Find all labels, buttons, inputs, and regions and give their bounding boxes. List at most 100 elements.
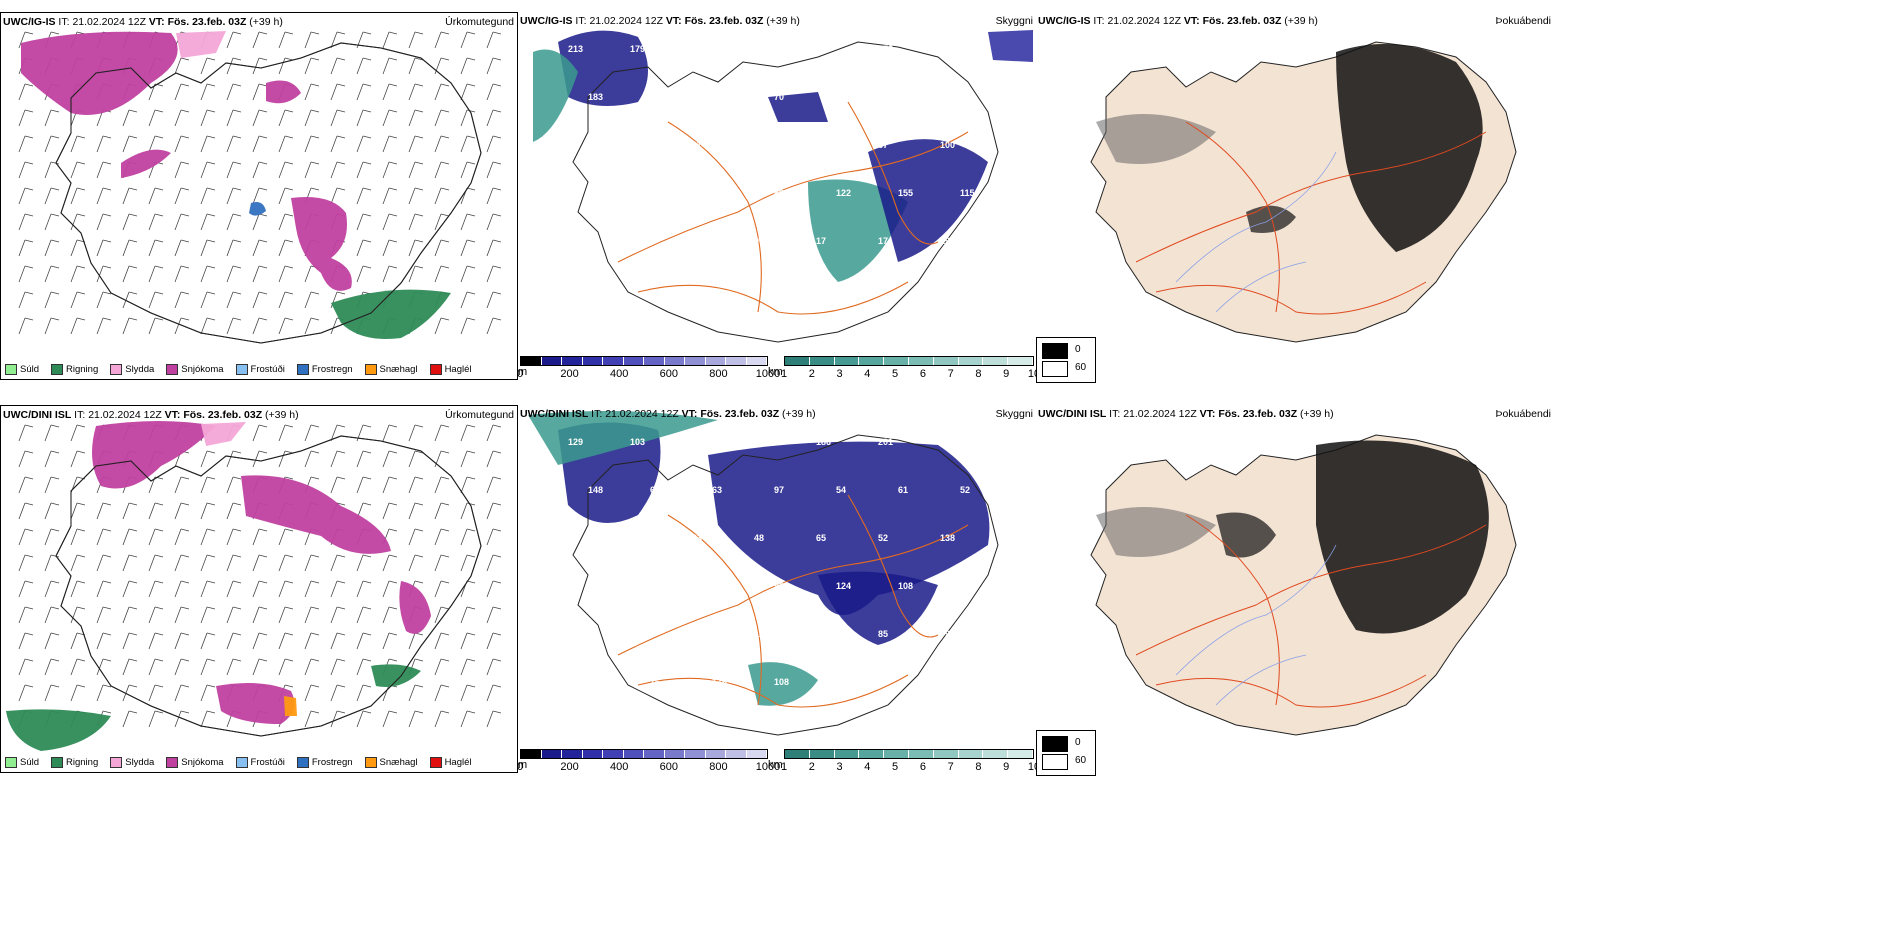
legend-label: Frostúði <box>250 364 285 375</box>
visibility-value: 140 <box>692 437 707 447</box>
colorbar-tick: 6 <box>919 368 926 380</box>
visibility-value: 129 <box>568 437 583 447</box>
legend-item: Snjókoma <box>166 364 224 375</box>
precip-legend: Súld Rigning Slydda Snjókoma Frostúði Frostre… <box>5 757 480 768</box>
legend-swatch <box>364 364 377 375</box>
panel-title: UWC/IG-IS IT: 21.02.2024 12Z VT: Fös. 23… <box>1038 15 1318 27</box>
colorbar-tick: 1 <box>780 368 788 380</box>
colorbar-tick: 10 <box>1027 761 1036 773</box>
visibility-value: 183 <box>588 92 603 102</box>
visibility-value: 70 <box>774 92 784 102</box>
legend-item: Frostúði <box>235 757 285 768</box>
legend-label: Frostregn <box>311 364 353 375</box>
colorbar-tick: 8 <box>975 368 982 380</box>
colorbar-tick: 4 <box>864 761 871 773</box>
legend-label: Snjókoma <box>181 757 224 768</box>
precip-panel-bottom: UWC/DINI ISL IT: 21.02.2024 12Z VT: Fös.… <box>0 405 518 773</box>
legend-swatch <box>296 364 309 375</box>
colorbar-tick: 600 <box>659 761 678 773</box>
fog-legend-top: 0 60 <box>1036 337 1096 383</box>
legend-item: Snæhagl <box>364 364 418 375</box>
colorbar-tick: 400 <box>610 368 629 380</box>
variable-name: Úrkomutegund <box>445 16 514 28</box>
colorbar-tick: 1000 <box>755 368 781 380</box>
legend-item: Rigning <box>51 364 98 375</box>
legend-item: Haglél <box>429 364 472 375</box>
visibility-value: 17 <box>878 236 888 246</box>
legend-label: Rigning <box>66 757 99 768</box>
legend-label: Slydda <box>125 757 155 768</box>
variable-name: Skyggni <box>995 15 1033 27</box>
visibility-value: 90 <box>774 581 784 591</box>
legend-label: Súld <box>20 757 40 768</box>
visibility-value: 148 <box>588 485 603 495</box>
fog-map <box>1090 41 1517 343</box>
colorbar-tick: 9 <box>1003 368 1010 380</box>
visibility-value: 64 <box>650 485 660 495</box>
colorbar-tick: 3 <box>836 761 843 773</box>
visibility-value: 505 <box>940 44 955 54</box>
colorbar-tick: 1000 <box>755 761 781 773</box>
visibility-value: 54 <box>836 485 846 495</box>
visibility-value: 131 <box>712 581 727 591</box>
visibility-value: 117 <box>630 629 645 639</box>
visibility-value: 179 <box>630 44 645 54</box>
legend-swatch <box>166 757 179 768</box>
variable-name: Skyggni <box>995 408 1033 420</box>
visibility-value: 201 <box>878 437 893 447</box>
visibility-value: 78 <box>816 629 826 639</box>
legend-item: Súld <box>5 364 39 375</box>
visibility-value: 58 <box>568 533 578 543</box>
legend-label: Frostúði <box>250 757 285 768</box>
colorbar-tick: 6 <box>919 761 926 773</box>
fog-legend-bottom: 0 60 <box>1036 730 1096 776</box>
colorbar-tick: 200 <box>560 761 579 773</box>
panel-title: UWC/IG-IS IT: 21.02.2024 12Z VT: Fös. 23… <box>520 15 800 27</box>
precip-map <box>18 31 502 344</box>
colorbar-tick: 9 <box>1003 761 1010 773</box>
visibility-value: 213 <box>568 44 583 54</box>
colorbar-tick: 200 <box>560 368 579 380</box>
colorbar-tick: 7 <box>947 761 954 773</box>
visibility-value: 87 <box>878 140 888 150</box>
visibility-value: 155 <box>960 581 975 591</box>
colorbar-tick: 2 <box>808 368 815 380</box>
precip-panel-top: UWC/IG-IS IT: 21.02.2024 12Z VT: Fös. 23… <box>0 12 518 380</box>
visibility-value: 105 <box>754 44 769 54</box>
visibility-value: 158 <box>568 629 583 639</box>
visibility-map: 213 179 152 105 427 178 505 183 69 201 70 86 158 113 8… <box>533 30 1033 343</box>
colorbar-tick: 4 <box>864 368 871 380</box>
visibility-value: 103 <box>630 437 645 447</box>
panel-title: UWC/DINI ISL IT: 21.02.2024 12Z VT: Fös.… <box>1038 408 1334 420</box>
legend-swatch <box>51 757 64 768</box>
legend-swatch <box>5 364 17 375</box>
variable-name: Úrkomutegund <box>445 409 514 421</box>
visibility-value: 52 <box>878 533 888 543</box>
legend-item: Rigning <box>51 757 98 768</box>
ceiling-colorbar: m 0 200 400 600 800 1000 <box>518 356 780 380</box>
visibility-value: 144 <box>940 437 955 447</box>
visibility-value: 158 <box>898 92 913 102</box>
visibility-value: 86 <box>836 92 846 102</box>
visibility-value: 122 <box>836 188 851 198</box>
visibility-colorbar: km 12345678910 <box>768 356 1036 380</box>
legend-item: Slydda <box>110 364 154 375</box>
visibility-value: 96 <box>754 236 764 246</box>
visibility-value: 65 <box>816 533 826 543</box>
legend-label: Haglél <box>444 364 472 375</box>
fog-panel-top: UWC/IG-IS IT: 21.02.2024 12Z VT: Fös. 23… <box>1036 12 1554 380</box>
legend-item: Frostregn <box>296 364 353 375</box>
visibility-value: 139 <box>630 140 645 150</box>
visibility-map: 129 103 140 83 186 201 144 148 64 63 97 54 61 52 58 61 6… <box>528 411 999 736</box>
legend-swatch <box>51 364 64 375</box>
visibility-value: 86 <box>816 140 826 150</box>
legend-item: Frostúði <box>235 364 285 375</box>
precip-legend: Súld Rigning Slydda Snjókoma Frostúði Frostre… <box>5 364 480 375</box>
visibility-value: 10 <box>588 188 598 198</box>
visibility-value: 79 <box>940 629 950 639</box>
colorbar-tick: 1 <box>780 761 788 773</box>
legend-swatch <box>110 364 123 375</box>
visibility-panel-top: UWC/IG-IS IT: 21.02.2024 12Z VT: Fös. 23… <box>518 12 1036 380</box>
visibility-value: 108 <box>898 581 913 591</box>
visibility-value: 100 <box>940 140 955 150</box>
